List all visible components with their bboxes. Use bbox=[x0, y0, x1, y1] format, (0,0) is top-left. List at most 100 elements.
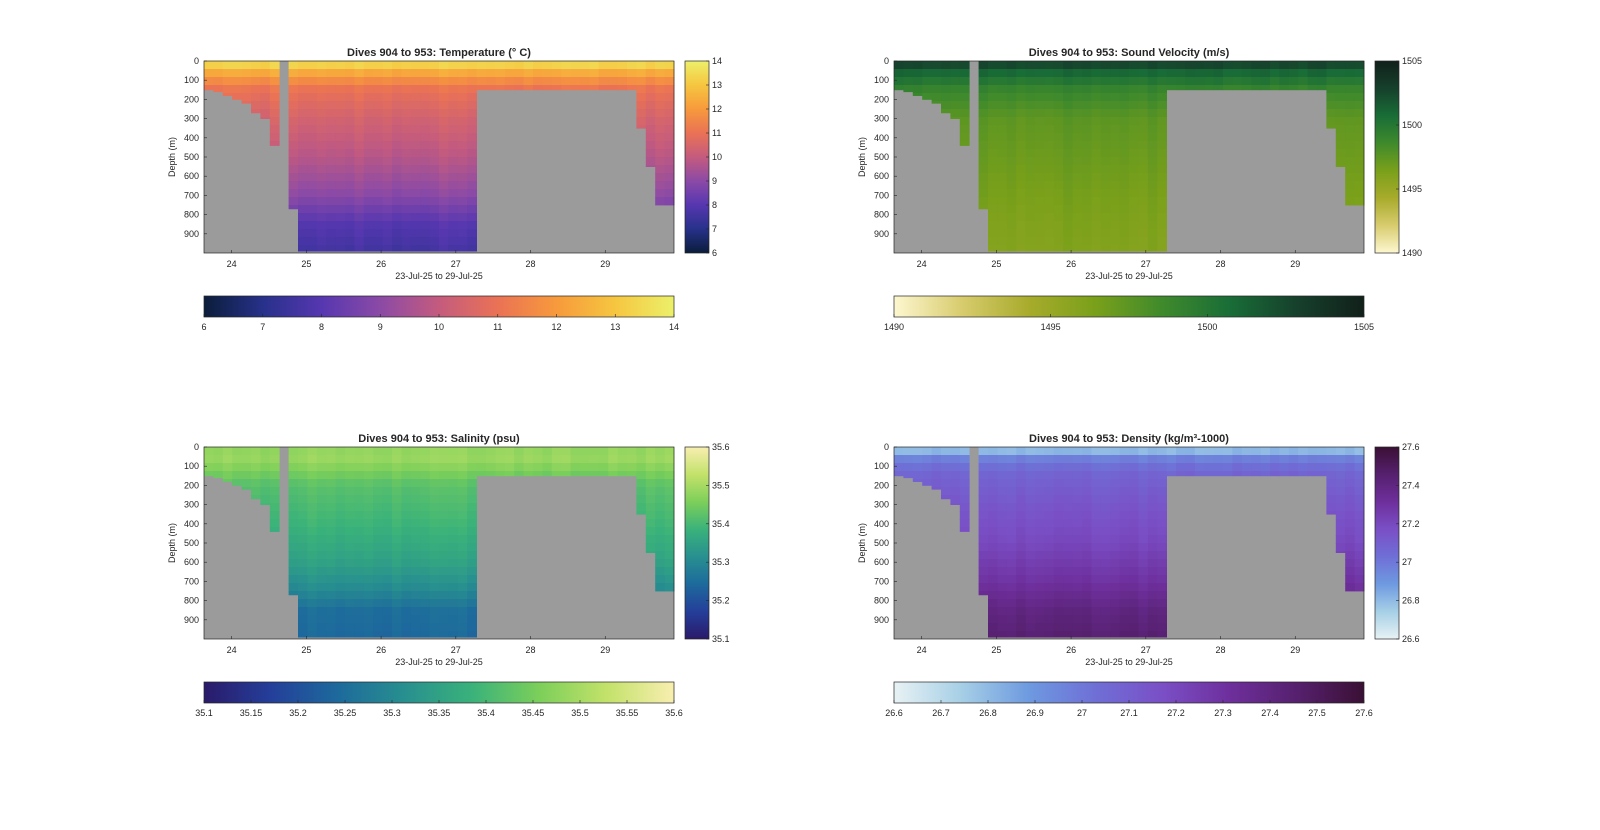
heatmap-cell bbox=[1091, 559, 1102, 568]
heatmap-cell bbox=[467, 61, 477, 70]
heatmap-cell bbox=[988, 567, 998, 576]
heatmap-cell bbox=[533, 61, 543, 70]
heatmap-cell bbox=[213, 447, 224, 456]
heatmap-cell bbox=[316, 165, 327, 174]
heatmap-cell bbox=[1053, 213, 1064, 222]
heatmap-cell bbox=[260, 109, 271, 118]
hcolorbar-tick-label: 35.35 bbox=[428, 708, 451, 718]
heatmap-cell bbox=[1129, 559, 1139, 568]
heatmap-cell bbox=[335, 623, 346, 632]
heatmap-cell bbox=[392, 527, 402, 536]
heatmap-cell bbox=[410, 125, 421, 134]
heatmap-cell bbox=[988, 623, 998, 632]
heatmap-cell bbox=[467, 567, 477, 576]
heatmap-cell bbox=[627, 471, 637, 477]
colorbar-tick-label: 27.2 bbox=[1402, 519, 1420, 529]
heatmap-cell bbox=[429, 607, 440, 616]
heatmap-cell bbox=[580, 471, 590, 477]
heatmap-cell bbox=[997, 69, 1008, 78]
heatmap-cell bbox=[978, 543, 989, 552]
heatmap-cell bbox=[1035, 189, 1045, 198]
heatmap-cell bbox=[354, 173, 365, 182]
heatmap-cell bbox=[457, 69, 468, 78]
heatmap-cell bbox=[1166, 463, 1177, 472]
heatmap-cell bbox=[429, 551, 440, 560]
heatmap-cell bbox=[326, 527, 336, 536]
heatmap-cell bbox=[1119, 599, 1130, 608]
heatmap-cell bbox=[1044, 61, 1055, 70]
heatmap-cell bbox=[1091, 623, 1102, 632]
heatmap-cell bbox=[655, 535, 665, 544]
heatmap-cell bbox=[1016, 109, 1026, 118]
heatmap-cell bbox=[354, 615, 365, 624]
heatmap-cell bbox=[410, 463, 421, 472]
heatmap-cell bbox=[316, 157, 327, 166]
heatmap-cell bbox=[335, 631, 346, 638]
heatmap-cell bbox=[298, 575, 308, 584]
heatmap-cell bbox=[307, 221, 318, 230]
heatmap-cell bbox=[1157, 527, 1167, 536]
heatmap-cell bbox=[1082, 503, 1092, 512]
heatmap-cell bbox=[298, 189, 308, 198]
heatmap-cell bbox=[950, 117, 961, 119]
heatmap-cell bbox=[420, 575, 430, 584]
heatmap-cell bbox=[551, 455, 562, 464]
heatmap-cell bbox=[467, 205, 477, 214]
heatmap-cell bbox=[392, 583, 402, 592]
heatmap-cell bbox=[1063, 181, 1073, 190]
x-tick-label: 24 bbox=[227, 259, 237, 269]
heatmap-cell bbox=[1063, 631, 1073, 638]
heatmap-cell bbox=[457, 245, 468, 252]
heatmap-cell bbox=[645, 487, 656, 496]
heatmap-cell bbox=[307, 69, 318, 78]
heatmap-cell bbox=[1119, 117, 1130, 126]
heatmap-cell bbox=[354, 213, 365, 222]
heatmap-cell bbox=[1100, 141, 1111, 150]
heatmap-cell bbox=[467, 511, 477, 520]
heatmap-cell bbox=[645, 93, 656, 102]
heatmap-cell bbox=[382, 93, 393, 102]
heatmap-cell bbox=[429, 615, 440, 624]
heatmap-cell bbox=[627, 77, 637, 86]
heatmap-cell bbox=[655, 575, 665, 584]
heatmap-cell bbox=[363, 173, 374, 182]
heatmap-cell bbox=[495, 69, 506, 78]
heatmap-cell bbox=[636, 101, 647, 110]
heatmap-cell bbox=[1110, 487, 1120, 496]
heatmap-cell bbox=[345, 69, 355, 78]
heatmap-cell bbox=[269, 479, 280, 488]
heatmap-cell bbox=[978, 173, 989, 182]
heatmap-cell bbox=[1147, 447, 1158, 456]
heatmap-cell bbox=[1053, 631, 1064, 638]
heatmap-cell bbox=[542, 85, 553, 91]
heatmap-cell bbox=[1129, 503, 1139, 512]
heatmap-cell bbox=[457, 197, 468, 206]
heatmap-cell bbox=[1044, 487, 1055, 496]
heatmap-cell bbox=[429, 165, 440, 174]
heatmap-cell bbox=[448, 93, 459, 102]
heatmap-cell bbox=[1063, 69, 1073, 78]
heatmap-cell bbox=[1157, 567, 1167, 576]
heatmap-cell bbox=[978, 535, 989, 544]
heatmap-cell bbox=[1279, 471, 1290, 477]
heatmap-cell bbox=[1082, 85, 1092, 94]
heatmap-cell bbox=[335, 181, 346, 190]
heatmap-cell bbox=[363, 503, 374, 512]
heatmap-cell bbox=[645, 447, 656, 456]
heatmap-cell bbox=[1025, 599, 1036, 608]
heatmap-cell bbox=[655, 559, 665, 568]
heatmap-cell bbox=[912, 85, 923, 94]
heatmap-cell bbox=[1354, 157, 1365, 166]
heatmap-cell bbox=[580, 61, 590, 70]
heatmap-cell bbox=[326, 487, 336, 496]
heatmap-cell bbox=[326, 535, 336, 544]
heatmap-cell bbox=[542, 447, 553, 456]
heatmap-cell bbox=[420, 157, 430, 166]
heatmap-cell bbox=[420, 551, 430, 560]
heatmap-cell bbox=[1053, 221, 1064, 230]
heatmap-cell bbox=[1166, 77, 1177, 86]
heatmap-cell bbox=[1354, 61, 1365, 70]
heatmap-cell bbox=[1298, 447, 1308, 456]
heatmap-cell bbox=[514, 447, 524, 456]
heatmap-cell bbox=[373, 173, 383, 182]
